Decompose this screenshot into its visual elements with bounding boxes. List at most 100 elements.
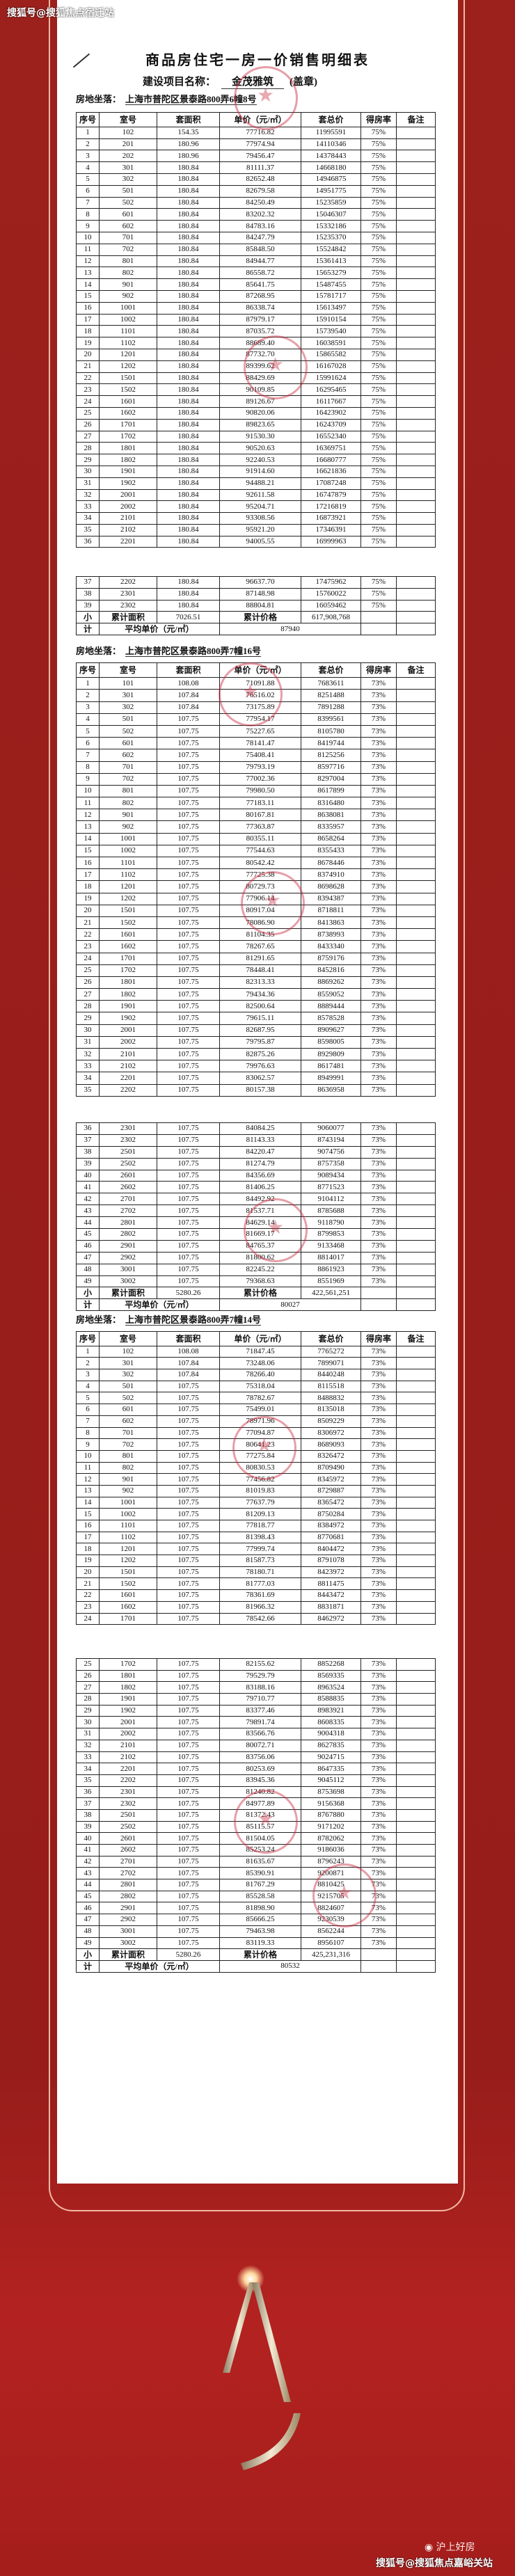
usable-ratio: 73% (360, 1484, 397, 1497)
remarks (396, 809, 436, 822)
row-no: 23 (76, 1600, 100, 1614)
area: 107.75 (157, 737, 220, 750)
total-area-label: 累计面积 (99, 1948, 157, 1961)
total-price: 8598005 (301, 1035, 361, 1049)
total-price: 15910154 (301, 313, 361, 326)
room-number: 502 (99, 196, 157, 209)
total-price: 8399561 (301, 713, 361, 726)
total-price: 9004318 (301, 1728, 361, 1740)
remarks (396, 255, 436, 268)
room-number: 2002 (99, 1728, 157, 1740)
remarks (396, 1867, 436, 1880)
row-no: 47 (76, 1251, 100, 1264)
area: 107.75 (157, 1216, 220, 1230)
room-number: 2901 (99, 1902, 157, 1915)
room-number: 501 (99, 713, 157, 726)
room-number: 2301 (99, 1122, 157, 1135)
room-number: 602 (99, 1415, 157, 1428)
room-number: 2602 (99, 1181, 157, 1194)
total-price: 8949991 (301, 1072, 361, 1085)
total-price: 8638081 (301, 809, 361, 822)
total-price: 8799853 (301, 1228, 361, 1241)
row-no: 19 (76, 1555, 100, 1567)
total-price: 15613497 (301, 301, 361, 315)
header-remarks: 备注 (396, 1331, 436, 1346)
row-no: 4 (76, 713, 100, 726)
area: 107.75 (157, 928, 220, 941)
room-number: 2801 (99, 1216, 157, 1230)
area: 180.84 (157, 535, 220, 548)
area: 107.75 (157, 1193, 220, 1206)
total-price: 8678446 (301, 856, 361, 870)
table-row: 39 2302 180.84 88804.81 16059462 75% (76, 599, 436, 612)
room-number: 1202 (99, 1555, 157, 1567)
unit-price: 96637.70 (219, 576, 301, 589)
room-number: 2201 (99, 1763, 157, 1775)
usable-ratio: 75% (360, 325, 397, 338)
usable-ratio: 73% (360, 1473, 397, 1486)
area: 180.96 (157, 138, 220, 151)
total-price: 8306972 (301, 1426, 361, 1440)
remarks (396, 892, 436, 905)
table-row: 24 1701 107.75 81291.65 8759176 73% (76, 952, 436, 965)
unit-price: 77906.14 (219, 892, 301, 905)
row-no: 45 (76, 1890, 100, 1903)
table-row: 23 1502 180.84 90109.85 16295465 75% (76, 383, 436, 397)
unit-price: 77716.82 (219, 126, 301, 139)
unit-price: 87035.72 (219, 325, 301, 338)
room-number: 2202 (99, 1083, 157, 1097)
remarks (396, 1879, 436, 1891)
area: 107.75 (157, 1508, 220, 1520)
table-row: 16 1101 107.75 80542.42 8678446 73% (76, 856, 436, 870)
total-price: 8335957 (301, 820, 361, 834)
unit-price: 79434.36 (219, 988, 301, 1001)
room-number: 2502 (99, 1820, 157, 1834)
remarks (396, 430, 436, 443)
remarks (396, 1520, 436, 1532)
row-no: 43 (76, 1867, 100, 1880)
table-row: 33 2102 107.75 83756.06 9024715 73% (76, 1751, 436, 1764)
usable-ratio: 73% (360, 1216, 397, 1230)
area: 107.75 (157, 1832, 220, 1845)
unit-price: 78266.40 (219, 1369, 301, 1381)
remarks (396, 161, 436, 174)
usable-ratio: 73% (360, 1275, 397, 1288)
area: 107.84 (157, 689, 220, 702)
area: 107.75 (157, 1543, 220, 1556)
table-row: 30 2001 107.75 79891.74 8608335 73% (76, 1716, 436, 1729)
usable-ratio: 73% (360, 1704, 397, 1717)
remarks (396, 677, 436, 690)
empty-cell (360, 1959, 397, 1973)
unit-price: 85666.25 (219, 1914, 301, 1926)
area: 180.84 (157, 337, 220, 349)
area: 180.84 (157, 465, 220, 478)
total-price: 8811475 (301, 1577, 361, 1591)
remarks (396, 1681, 436, 1694)
room-number: 2301 (99, 587, 157, 601)
area: 107.75 (157, 1890, 220, 1903)
row-no: 27 (76, 988, 100, 1001)
unit-price: 84220.47 (219, 1145, 301, 1159)
remarks (396, 372, 436, 385)
usable-ratio: 75% (360, 184, 397, 198)
room-number: 2101 (99, 512, 157, 525)
unit-price: 81104.35 (219, 928, 301, 941)
table-row: 22 1601 107.75 81104.35 8738993 73% (76, 928, 436, 941)
total-price: 8374910 (301, 868, 361, 882)
area: 107.75 (157, 952, 220, 965)
usable-ratio: 73% (360, 1024, 397, 1037)
usable-ratio: 73% (360, 1369, 397, 1381)
subtotal-label-xiao: 小 (76, 1948, 100, 1961)
remarks (396, 904, 436, 917)
area: 180.84 (157, 301, 220, 315)
room-number: 2701 (99, 1193, 157, 1206)
total-area-value: 5280.26 (157, 1948, 220, 1961)
sales-table: 序号 室号 套面积 单价（元/㎡） 套总价 得房率 备注 1 101 108.08 71091.88… (76, 662, 436, 1097)
area: 180.84 (157, 406, 220, 420)
unit-price: 75499.01 (219, 1404, 301, 1416)
row-no: 28 (76, 1693, 100, 1706)
row-no: 10 (76, 1449, 100, 1463)
table-row: 41 2602 107.75 81406.25 8771523 73% (76, 1181, 436, 1194)
area: 108.08 (157, 1345, 220, 1358)
total-price: 8767880 (301, 1808, 361, 1822)
